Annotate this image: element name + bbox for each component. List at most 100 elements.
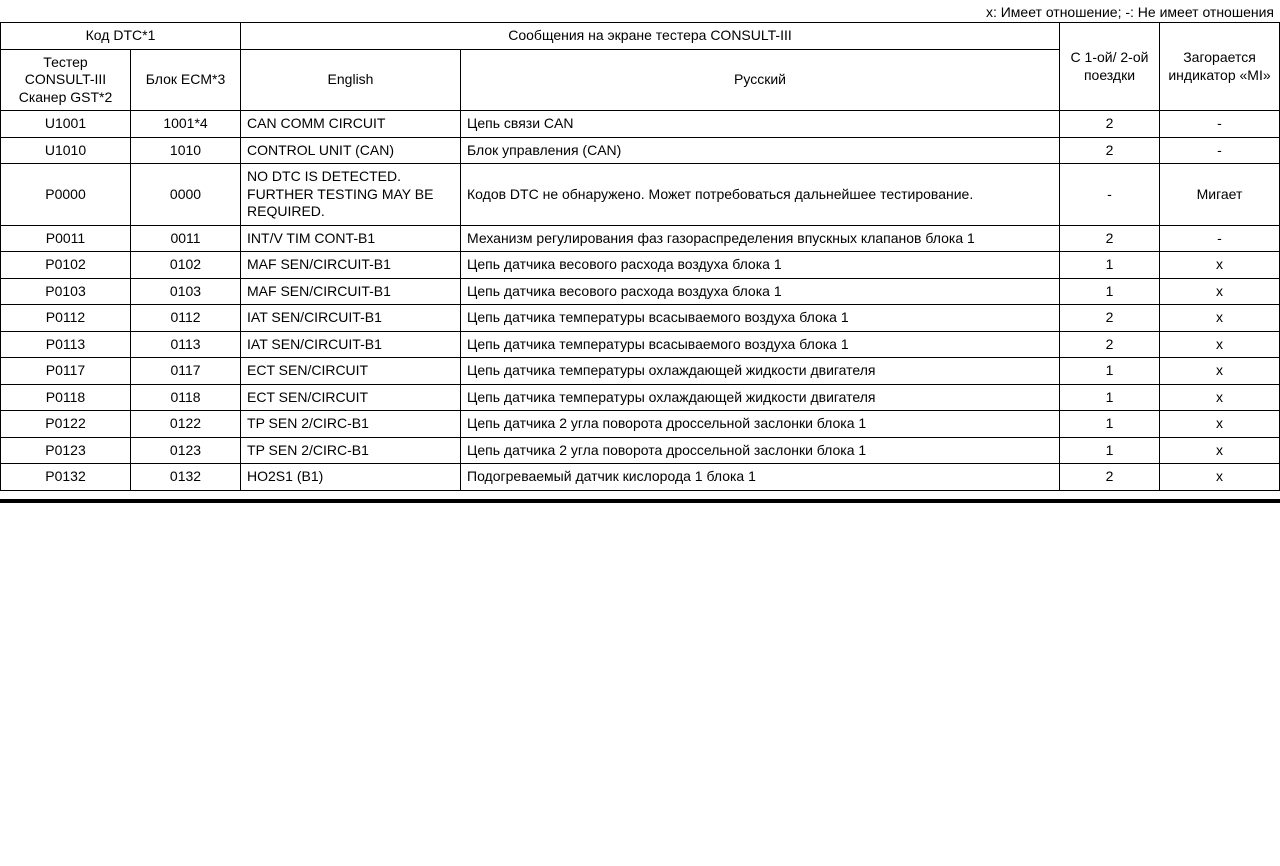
table-cell: Подогреваемый датчик кислорода 1 блока 1 [461, 464, 1060, 491]
table-cell: P0113 [1, 331, 131, 358]
table-cell: 2 [1060, 137, 1160, 164]
table-cell: 1001*4 [131, 111, 241, 138]
table-cell: Цепь датчика весового расхода воздуха бл… [461, 278, 1060, 305]
table-row: P01320132HO2S1 (B1)Подогреваемый датчик … [1, 464, 1280, 491]
table-cell: U1001 [1, 111, 131, 138]
table-cell: INT/V TIM CONT-B1 [241, 225, 461, 252]
table-cell: - [1160, 137, 1280, 164]
table-cell: P0118 [1, 384, 131, 411]
table-cell: P0117 [1, 358, 131, 385]
table-cell: P0011 [1, 225, 131, 252]
table-cell: Цепь датчика температуры охлаждающей жид… [461, 384, 1060, 411]
table-cell: P0132 [1, 464, 131, 491]
table-cell: Цепь датчика температуры охлаждающей жид… [461, 358, 1060, 385]
page-footer-bar [0, 499, 1280, 505]
table-cell: P0123 [1, 437, 131, 464]
table-cell: P0103 [1, 278, 131, 305]
table-cell: Цепь датчика 2 угла поворота дроссельной… [461, 411, 1060, 438]
table-cell: x [1160, 384, 1280, 411]
table-cell: 0000 [131, 164, 241, 226]
header-english: English [241, 49, 461, 111]
table-row: P01120112IAT SEN/CIRCUIT-B1Цепь датчика … [1, 305, 1280, 332]
legend-text: x: Имеет отношение; -: Не имеет отношени… [0, 0, 1280, 22]
table-cell: 0117 [131, 358, 241, 385]
table-cell: 1 [1060, 278, 1160, 305]
table-row: P01030103MAF SEN/CIRCUIT-B1Цепь датчика … [1, 278, 1280, 305]
table-cell: 1 [1060, 384, 1160, 411]
table-cell: x [1160, 305, 1280, 332]
table-row: U10011001*4CAN COMM CIRCUITЦепь связи CA… [1, 111, 1280, 138]
table-cell: 0011 [131, 225, 241, 252]
table-cell: TP SEN 2/CIRC-B1 [241, 437, 461, 464]
table-cell: x [1160, 331, 1280, 358]
table-cell: 1 [1060, 411, 1160, 438]
table-cell: 1 [1060, 252, 1160, 279]
table-cell: 0103 [131, 278, 241, 305]
table-cell: 2 [1060, 331, 1160, 358]
table-cell: x [1160, 437, 1280, 464]
table-cell: Кодов DTC не обнаружено. Может потребова… [461, 164, 1060, 226]
table-header: Код DTC*1 Сообщения на экране тестера CO… [1, 23, 1280, 111]
table-row: P01230123TP SEN 2/CIRC-B1Цепь датчика 2 … [1, 437, 1280, 464]
table-cell: P0102 [1, 252, 131, 279]
table-cell: P0112 [1, 305, 131, 332]
table-cell: 0113 [131, 331, 241, 358]
table-cell: Мигает [1160, 164, 1280, 226]
header-trip: С 1-ой/ 2-ой поездки [1060, 23, 1160, 111]
table-cell: 2 [1060, 111, 1160, 138]
table-cell: CONTROL UNIT (CAN) [241, 137, 461, 164]
table-row: P00000000NO DTC IS DETECTED. FURTHER TES… [1, 164, 1280, 226]
header-mi: Загорается индикатор «MI» [1160, 23, 1280, 111]
table-cell: 2 [1060, 305, 1160, 332]
table-cell: x [1160, 464, 1280, 491]
table-row: U10101010CONTROL UNIT (CAN)Блок управлен… [1, 137, 1280, 164]
table-cell: 1010 [131, 137, 241, 164]
table-cell: Цепь датчика весового расхода воздуха бл… [461, 252, 1060, 279]
table-cell: 1 [1060, 437, 1160, 464]
table-cell: 0118 [131, 384, 241, 411]
table-cell: 1 [1060, 358, 1160, 385]
table-cell: Цепь датчика 2 угла поворота дроссельной… [461, 437, 1060, 464]
table-row: P00110011INT/V TIM CONT-B1Механизм регул… [1, 225, 1280, 252]
table-row: P01180118ECT SEN/CIRCUITЦепь датчика тем… [1, 384, 1280, 411]
table-cell: 2 [1060, 225, 1160, 252]
table-cell: Цепь датчика температуры всасываемого во… [461, 305, 1060, 332]
table-row: P01220122TP SEN 2/CIRC-B1Цепь датчика 2 … [1, 411, 1280, 438]
table-cell: 0123 [131, 437, 241, 464]
table-cell: TP SEN 2/CIRC-B1 [241, 411, 461, 438]
table-cell: HO2S1 (B1) [241, 464, 461, 491]
header-ecm: Блок ECM*3 [131, 49, 241, 111]
table-cell: x [1160, 411, 1280, 438]
table-cell: Механизм регулирования фаз газораспредел… [461, 225, 1060, 252]
table-cell: MAF SEN/CIRCUIT-B1 [241, 252, 461, 279]
header-tester-msgs: Сообщения на экране тестера CONSULT-III [241, 23, 1060, 50]
table-cell: x [1160, 252, 1280, 279]
table-cell: ECT SEN/CIRCUIT [241, 384, 461, 411]
table-cell: 2 [1060, 464, 1160, 491]
table-cell: U1010 [1, 137, 131, 164]
header-dtc-group: Код DTC*1 [1, 23, 241, 50]
header-russian: Русский [461, 49, 1060, 111]
table-cell: Блок управления (CAN) [461, 137, 1060, 164]
table-cell: CAN COMM CIRCUIT [241, 111, 461, 138]
table-cell: IAT SEN/CIRCUIT-B1 [241, 331, 461, 358]
table-body: U10011001*4CAN COMM CIRCUITЦепь связи CA… [1, 111, 1280, 491]
table-cell: 0102 [131, 252, 241, 279]
table-cell: 0132 [131, 464, 241, 491]
table-cell: MAF SEN/CIRCUIT-B1 [241, 278, 461, 305]
table-cell: - [1160, 225, 1280, 252]
table-cell: P0122 [1, 411, 131, 438]
dtc-table: Код DTC*1 Сообщения на экране тестера CO… [0, 22, 1280, 491]
table-cell: - [1160, 111, 1280, 138]
table-row: P01170117ECT SEN/CIRCUITЦепь датчика тем… [1, 358, 1280, 385]
table-row: P01130113IAT SEN/CIRCUIT-B1Цепь датчика … [1, 331, 1280, 358]
table-cell: NO DTC IS DETECTED. FURTHER TESTING MAY … [241, 164, 461, 226]
table-cell: IAT SEN/CIRCUIT-B1 [241, 305, 461, 332]
table-row: P01020102MAF SEN/CIRCUIT-B1Цепь датчика … [1, 252, 1280, 279]
table-cell: 0122 [131, 411, 241, 438]
table-cell: Цепь датчика температуры всасываемого во… [461, 331, 1060, 358]
header-tester: Тестер CONSULT-III Сканер GST*2 [1, 49, 131, 111]
table-cell: x [1160, 358, 1280, 385]
table-cell: 0112 [131, 305, 241, 332]
table-cell: x [1160, 278, 1280, 305]
